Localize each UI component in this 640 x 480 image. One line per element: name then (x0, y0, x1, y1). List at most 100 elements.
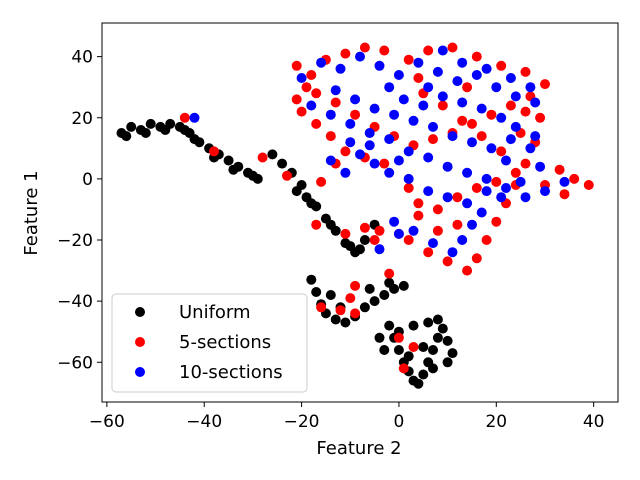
data-point-uniform-75 (432, 314, 443, 325)
y-tick-label: 20 (71, 109, 93, 129)
data-point-5-sections-72 (379, 158, 390, 169)
data-point-5-sections-59 (413, 198, 424, 209)
data-point-5-sections-2 (257, 152, 268, 163)
data-point-5-sections-85 (520, 106, 531, 117)
data-point-uniform-58 (393, 345, 404, 355)
data-point-5-sections-41 (486, 109, 497, 120)
data-point-uniform-48 (369, 296, 380, 307)
data-point-5-sections-61 (452, 192, 463, 203)
data-point-uniform-39 (355, 244, 365, 255)
data-point-uniform-78 (418, 342, 429, 352)
data-point-5-sections-55 (403, 235, 414, 245)
data-point-10-sections-79 (393, 155, 404, 166)
data-point-10-sections-47 (447, 247, 458, 258)
y-tick-label: 0 (82, 170, 93, 190)
data-point-10-sections-18 (345, 118, 356, 129)
data-point-5-sections-51 (471, 253, 482, 264)
data-point-10-sections-48 (428, 238, 438, 249)
data-point-uniform-17 (160, 125, 171, 135)
data-point-5-sections-58 (403, 183, 414, 193)
data-point-uniform-11 (223, 155, 234, 166)
data-point-10-sections-33 (389, 109, 400, 120)
data-point-5-sections-52 (462, 265, 473, 276)
data-point-uniform-56 (384, 320, 395, 331)
points-layer (116, 42, 594, 389)
data-point-5-sections-32 (311, 88, 322, 99)
data-point-5-sections-44 (535, 112, 546, 123)
data-point-10-sections-37 (467, 137, 477, 148)
data-point-10-sections-21 (403, 146, 414, 157)
data-point-10-sections-5 (335, 63, 346, 74)
data-point-10-sections-58 (476, 103, 487, 114)
data-point-10-sections-45 (467, 219, 477, 230)
data-point-10-sections-78 (423, 82, 434, 93)
y-tick-label: −20 (57, 231, 93, 251)
data-point-10-sections-3 (296, 73, 307, 83)
data-point-10-sections-34 (408, 115, 419, 126)
data-point-5-sections-83 (413, 73, 424, 83)
data-point-5-sections-27 (471, 51, 482, 62)
x-axis-ticks: −60 −40 −20 0 20 40 (89, 402, 604, 432)
data-point-10-sections-62 (501, 155, 511, 166)
data-point-10-sections-27 (520, 192, 531, 203)
data-point-5-sections-60 (432, 204, 443, 215)
data-point-10-sections-56 (437, 91, 448, 102)
y-tick-label: −40 (57, 292, 93, 312)
data-point-uniform-77 (403, 351, 414, 362)
data-point-10-sections-35 (428, 121, 438, 132)
data-point-uniform-69 (447, 348, 458, 359)
data-point-5-sections-17 (398, 363, 409, 374)
data-point-10-sections-54 (398, 94, 409, 105)
data-point-5-sections-19 (301, 82, 312, 93)
data-point-5-sections-33 (330, 97, 341, 108)
data-point-uniform-79 (428, 363, 438, 374)
data-point-uniform-68 (442, 335, 453, 346)
data-point-uniform-21 (228, 164, 239, 175)
data-point-uniform-55 (384, 277, 395, 288)
data-point-uniform-35 (291, 186, 302, 197)
x-tick-label: 20 (485, 412, 507, 432)
data-point-uniform-66 (432, 332, 443, 343)
data-point-5-sections-12 (335, 305, 346, 316)
data-point-uniform-71 (379, 345, 390, 355)
data-point-10-sections-57 (457, 97, 468, 108)
data-point-10-sections-53 (340, 167, 351, 178)
data-point-5-sections-42 (505, 100, 516, 111)
data-point-5-sections-29 (520, 66, 531, 77)
data-point-5-sections-34 (350, 109, 361, 120)
data-point-5-sections-8 (369, 235, 380, 245)
data-point-5-sections-76 (476, 131, 487, 142)
data-point-uniform-74 (423, 317, 434, 328)
data-point-uniform-33 (359, 235, 370, 245)
data-point-10-sections-72 (437, 45, 448, 56)
data-point-5-sections-74 (437, 100, 448, 111)
data-point-5-sections-57 (374, 225, 385, 236)
data-point-uniform-54 (364, 283, 375, 294)
data-point-5-sections-77 (496, 146, 507, 157)
data-point-uniform-24 (277, 158, 288, 169)
data-point-uniform-65 (428, 345, 438, 355)
legend-marker-5-sections (135, 337, 145, 347)
legend-label-5-sections: 5-sections (179, 332, 271, 353)
data-point-10-sections-14 (510, 91, 521, 102)
series-uniform (116, 118, 458, 389)
data-point-10-sections-12 (471, 70, 482, 80)
data-point-5-sections-25 (423, 45, 434, 56)
data-point-uniform-36 (306, 198, 317, 209)
data-point-5-sections-10 (350, 280, 361, 291)
data-point-5-sections-49 (491, 216, 502, 227)
data-point-5-sections-21 (340, 48, 351, 59)
data-point-10-sections-65 (442, 192, 453, 203)
data-point-uniform-44 (330, 314, 341, 325)
legend-box (111, 293, 308, 393)
data-point-uniform-37 (325, 219, 336, 230)
x-tick-label: −20 (284, 412, 320, 432)
data-point-10-sections-70 (345, 137, 356, 148)
data-point-10-sections-17 (325, 109, 336, 120)
data-point-10-sections-26 (501, 183, 511, 193)
data-point-10-sections-50 (389, 216, 400, 227)
data-point-10-sections-52 (355, 149, 365, 160)
data-point-5-sections-38 (428, 134, 438, 145)
data-point-10-sections-55 (418, 100, 429, 111)
